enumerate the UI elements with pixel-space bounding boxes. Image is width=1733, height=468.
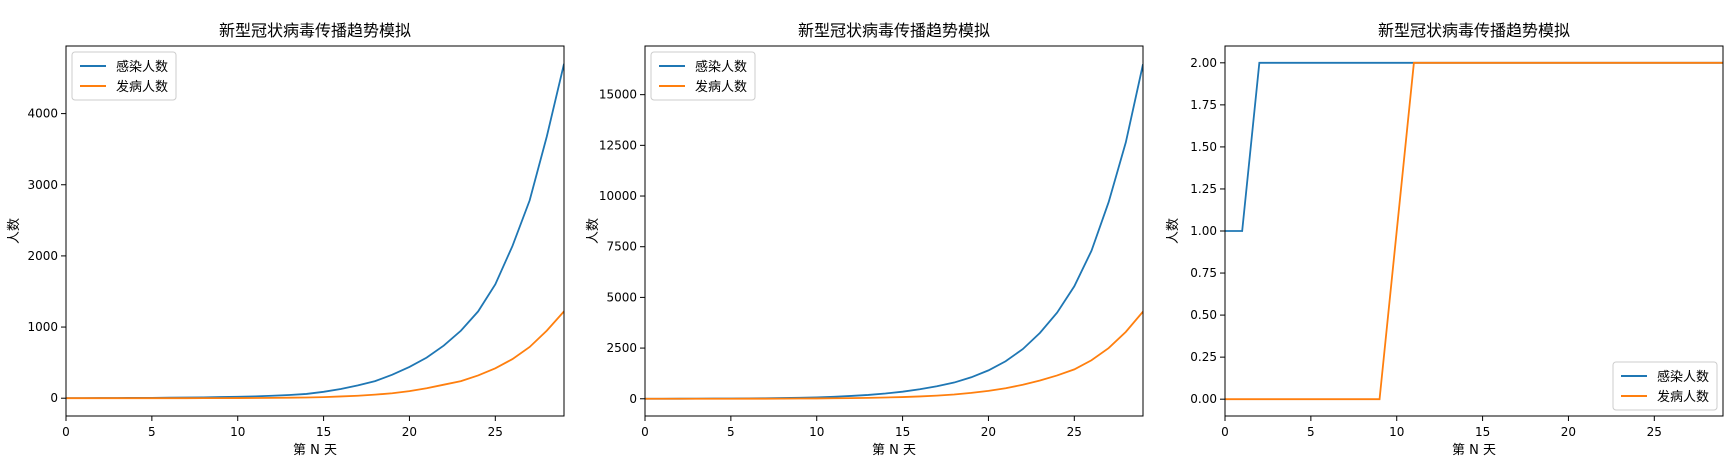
y-tick-label: 0.00 (1190, 392, 1217, 406)
x-tick-label: 5 (727, 425, 735, 439)
x-tick-label: 5 (148, 425, 156, 439)
y-tick-label: 0.50 (1190, 308, 1217, 322)
y-tick-label: 15000 (599, 88, 637, 102)
series-line-infected (66, 63, 564, 400)
y-tick-label: 0.25 (1190, 350, 1217, 364)
x-tick-label: 0 (1221, 425, 1229, 439)
y-tick-label: 2.00 (1190, 56, 1217, 70)
y-tick-label: 7500 (606, 240, 637, 254)
y-axis-label: 人数 (586, 218, 601, 244)
y-axis-label: 人数 (7, 218, 22, 244)
y-tick-label: 4000 (27, 107, 58, 121)
legend-label: 发病人数 (1657, 389, 1709, 405)
x-tick-label: 20 (402, 425, 417, 439)
legend-label: 发病人数 (116, 79, 168, 95)
x-tick-label: 15 (1475, 425, 1490, 439)
x-axis-label: 第 N 天 (872, 443, 916, 458)
chart-title: 新型冠状病毒传播趋势模拟 (219, 21, 411, 40)
series-line-sick (66, 310, 564, 400)
x-tick-label: 15 (316, 425, 331, 439)
x-tick-label: 25 (488, 425, 503, 439)
series-line-sick (1225, 61, 1723, 401)
y-tick-label: 1.00 (1190, 224, 1217, 238)
x-tick-label: 25 (1647, 425, 1662, 439)
y-tick-label: 1000 (27, 320, 58, 334)
y-tick-label: 2000 (27, 249, 58, 263)
y-tick-label: 5000 (606, 290, 637, 304)
x-tick-label: 20 (981, 425, 996, 439)
axes-frame (65, 45, 565, 417)
y-tick-label: 2500 (606, 341, 637, 355)
chart-panel-1: 新型冠状病毒传播趋势模拟 0 5 10 15 20 25 0 1000 2000 3000 4000 第… (7, 21, 565, 458)
x-tick-label: 20 (1561, 425, 1576, 439)
series-line-sick (645, 311, 1143, 400)
x-axis-label: 第 N 天 (1452, 443, 1496, 458)
x-tick-label: 5 (1307, 425, 1315, 439)
series-line-infected (645, 64, 1143, 400)
chart-title: 新型冠状病毒传播趋势模拟 (1378, 21, 1570, 40)
legend-box (71, 51, 177, 101)
y-tick-label: 10000 (599, 189, 637, 203)
x-tick-label: 0 (641, 425, 649, 439)
y-tick-label: 12500 (599, 138, 637, 152)
chart-panel-3: 新型冠状病毒传播趋势模拟 0 5 10 15 20 25 0.00 0.25 0.50 0.75 1.… (1166, 21, 1724, 458)
axes-frame (1224, 45, 1724, 417)
x-tick-label: 10 (230, 425, 245, 439)
x-tick-label: 25 (1067, 425, 1082, 439)
series-line-infected (1225, 61, 1723, 232)
legend-box (650, 51, 756, 101)
legend-label: 发病人数 (695, 79, 747, 95)
axes-frame (644, 45, 1144, 417)
y-tick-label: 1.75 (1190, 98, 1217, 112)
x-tick-label: 10 (809, 425, 824, 439)
y-tick-label: 0.75 (1190, 266, 1217, 280)
legend-label: 感染人数 (116, 59, 168, 75)
x-tick-label: 10 (1389, 425, 1404, 439)
y-tick-label: 1.25 (1190, 182, 1217, 196)
y-tick-label: 3000 (27, 178, 58, 192)
x-axis-label: 第 N 天 (293, 443, 337, 458)
y-tick-label: 0 (629, 392, 637, 406)
legend-label: 感染人数 (695, 59, 747, 75)
x-tick-label: 15 (895, 425, 910, 439)
y-axis-label: 人数 (1166, 218, 1181, 244)
legend-label: 感染人数 (1657, 369, 1709, 385)
x-tick-label: 0 (62, 425, 70, 439)
legend-box (1612, 361, 1718, 411)
y-tick-label: 1.50 (1190, 140, 1217, 154)
y-tick-label: 0 (50, 391, 58, 405)
chart-panel-2: 新型冠状病毒传播趋势模拟 0 5 10 15 20 25 0 2500 5000 7500 10000… (586, 21, 1144, 458)
chart-title: 新型冠状病毒传播趋势模拟 (798, 21, 990, 40)
